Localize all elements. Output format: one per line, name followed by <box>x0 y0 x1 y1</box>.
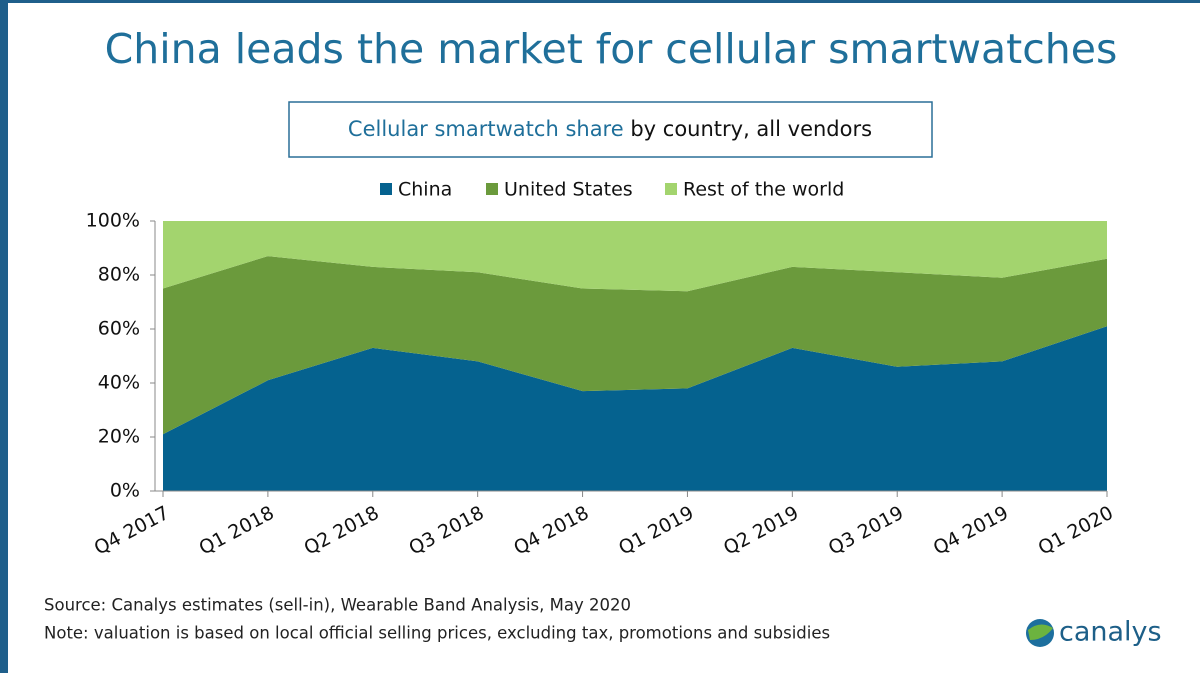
legend-swatch <box>486 183 498 195</box>
x-tick-label: Q4 2019 <box>930 502 1012 560</box>
area <box>163 221 1107 292</box>
subtitle-highlight: Cellular smartwatch share <box>348 117 624 141</box>
area <box>163 256 1107 435</box>
subtitle: Cellular smartwatch share by country, al… <box>348 117 872 141</box>
legend-swatch <box>665 183 677 195</box>
x-tick-label: Q4 2018 <box>510 502 592 560</box>
legend-label: China <box>398 179 452 201</box>
top-stripe <box>0 0 1200 3</box>
legend-swatch <box>380 183 392 195</box>
area <box>163 326 1107 491</box>
logo: canalys <box>1059 617 1162 648</box>
y-tick-label: 80% <box>98 264 140 286</box>
legend-label: Rest of the world <box>683 179 844 201</box>
x-tick-label: Q4 2017 <box>91 502 173 560</box>
legend: China United States Rest of the world <box>380 179 844 201</box>
x-tick-label: Q2 2018 <box>300 502 382 560</box>
y-tick-label: 100% <box>86 210 140 232</box>
y-tick-label: 60% <box>98 318 140 340</box>
legend-label: United States <box>504 179 633 201</box>
x-tick-label: Q1 2018 <box>196 502 278 560</box>
x-tick-label: Q2 2019 <box>720 502 802 560</box>
x-tick-label: Q3 2019 <box>825 502 907 560</box>
subtitle-rest: by country, all vendors <box>630 117 872 141</box>
source: Source: Canalys estimates (sell-in), Wea… <box>44 596 631 615</box>
y-tick-label: 20% <box>98 426 140 448</box>
x-tick-label: Q3 2018 <box>405 502 487 560</box>
logo-icon-land <box>1028 624 1053 640</box>
y-tick-label: 0% <box>110 480 140 502</box>
subtitle-box <box>288 101 933 158</box>
note: Note: valuation is based on local offici… <box>44 624 830 643</box>
y-tick-label: 40% <box>98 372 140 394</box>
chart-title: China leads the market for cellular smar… <box>105 25 1118 73</box>
x-tick-label: Q1 2020 <box>1035 502 1117 560</box>
left-stripe <box>0 0 8 673</box>
x-tick-label: Q1 2019 <box>615 502 697 560</box>
